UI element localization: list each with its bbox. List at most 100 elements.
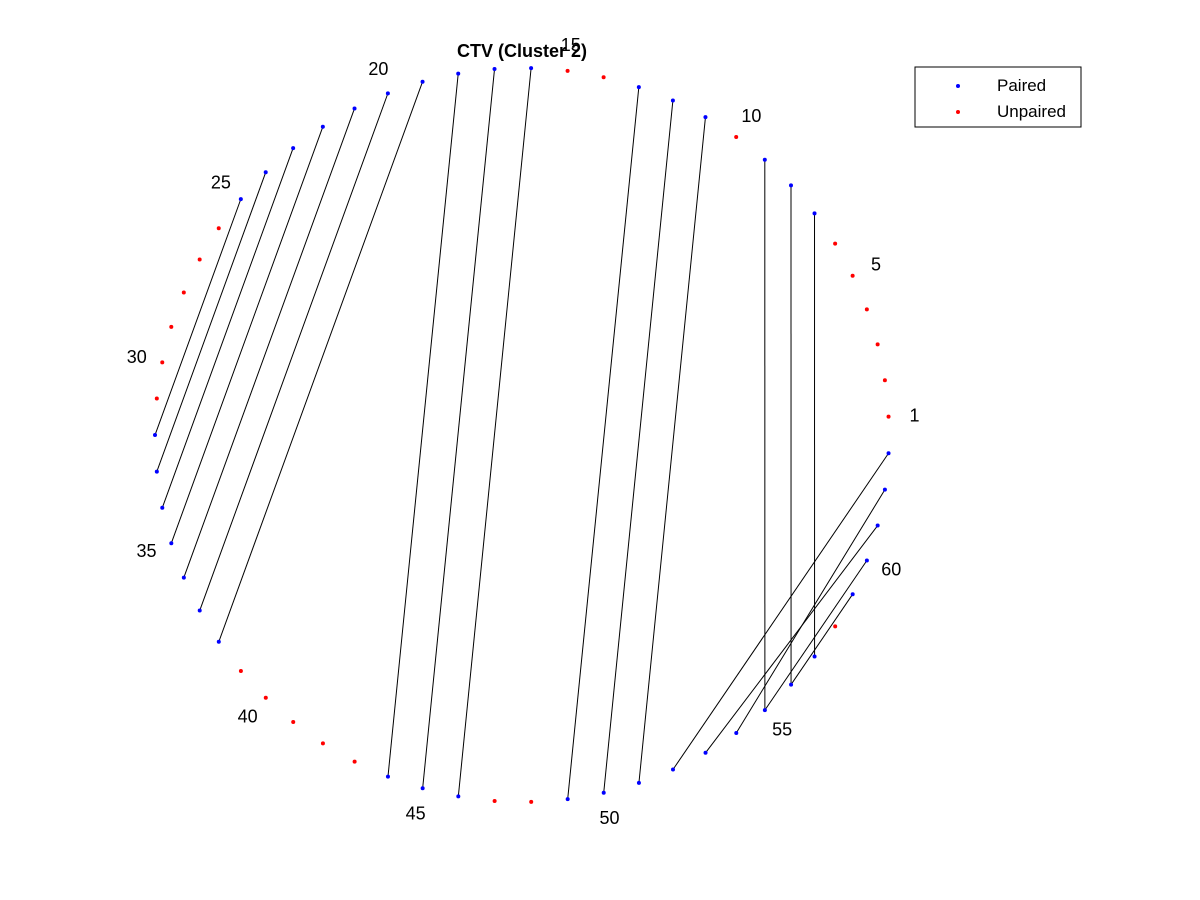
unpaired-node-39 <box>238 668 243 673</box>
pair-link-20-37 <box>199 93 389 611</box>
pair-link-62-54 <box>735 489 886 734</box>
paired-node-45 <box>420 786 425 791</box>
paired-node-32 <box>153 433 157 438</box>
paired-node-44 <box>385 774 390 779</box>
paired-node-24 <box>263 170 268 175</box>
node-label-5: 5 <box>871 254 881 274</box>
paired-node-9 <box>762 157 767 162</box>
pair-link-61-53 <box>705 525 879 754</box>
pair-link-13-49 <box>567 87 640 800</box>
paired-node-55 <box>762 708 767 713</box>
legend-unpaired-label: Unpaired <box>997 102 1066 121</box>
unpaired-node-2 <box>882 378 887 383</box>
node-label-30: 30 <box>127 347 147 367</box>
pair-link-21-36 <box>183 108 355 578</box>
paired-node-54 <box>734 730 739 735</box>
paired-node-12 <box>670 98 675 103</box>
paired-node-17 <box>492 67 497 72</box>
pair-link-25-32 <box>154 198 242 436</box>
paired-node-56 <box>789 682 794 687</box>
paired-node-23 <box>291 146 296 151</box>
paired-node-8 <box>788 183 793 188</box>
node-label-20: 20 <box>368 59 388 79</box>
unpaired-node-48 <box>529 799 534 804</box>
pair-link-59-56 <box>790 593 854 685</box>
node-label-35: 35 <box>136 541 156 561</box>
node-label-45: 45 <box>406 803 426 823</box>
pair-link-24-33 <box>156 172 267 472</box>
paired-node-35 <box>169 541 174 546</box>
pair-links <box>154 68 889 800</box>
paired-node-61 <box>875 523 880 528</box>
node-label-15: 15 <box>561 35 581 55</box>
node-label-1: 1 <box>910 405 920 425</box>
unpaired-node-42 <box>320 741 325 746</box>
unpaired-node-10 <box>734 134 739 139</box>
chart-title: CTV (Cluster 2) <box>457 41 587 61</box>
unpaired-node-14 <box>601 75 606 80</box>
unpaired-node-1 <box>886 414 891 419</box>
paired-node-46 <box>456 794 461 799</box>
unpaired-node-58 <box>833 624 838 629</box>
nodes <box>153 66 891 804</box>
paired-node-34 <box>160 505 165 510</box>
unpaired-node-41 <box>291 719 296 724</box>
paired-node-49 <box>565 797 570 802</box>
legend: Paired Unpaired <box>914 66 1082 128</box>
legend-unpaired-marker <box>956 110 960 114</box>
node-label-50: 50 <box>599 808 619 828</box>
node-label-10: 10 <box>741 106 761 126</box>
pair-link-12-50 <box>603 100 674 793</box>
node-label-40: 40 <box>238 706 258 726</box>
paired-node-53 <box>703 750 708 755</box>
paired-node-37 <box>197 608 202 613</box>
paired-node-51 <box>636 780 641 785</box>
paired-node-33 <box>154 469 159 474</box>
unpaired-node-43 <box>352 759 357 764</box>
unpaired-node-5 <box>850 273 855 278</box>
paired-node-25 <box>238 197 243 202</box>
paired-node-22 <box>320 124 325 129</box>
node-label-60: 60 <box>881 559 901 579</box>
unpaired-node-28 <box>181 290 186 295</box>
paired-node-50 <box>601 790 606 795</box>
pair-link-11-51 <box>638 117 706 783</box>
unpaired-node-6 <box>833 241 838 246</box>
pair-link-60-55 <box>764 560 868 711</box>
pair-link-22-35 <box>170 126 324 544</box>
paired-node-60 <box>864 558 869 563</box>
paired-node-59 <box>850 592 855 597</box>
unpaired-node-29 <box>169 324 174 329</box>
pair-link-17-45 <box>422 68 496 789</box>
paired-node-36 <box>181 575 186 580</box>
unpaired-node-3 <box>875 342 880 347</box>
node-label-25: 25 <box>211 172 231 192</box>
unpaired-node-27 <box>197 257 202 262</box>
paired-node-16 <box>529 66 534 71</box>
node-label-55: 55 <box>772 720 792 740</box>
paired-node-38 <box>216 639 221 644</box>
paired-node-62 <box>882 487 887 492</box>
unpaired-node-31 <box>154 396 159 401</box>
legend-paired-label: Paired <box>997 76 1046 95</box>
paired-node-21 <box>352 106 357 111</box>
paired-node-18 <box>456 71 461 76</box>
pair-link-19-38 <box>218 81 424 642</box>
unpaired-node-4 <box>864 307 869 312</box>
paired-node-57 <box>812 654 817 659</box>
pair-link-23-34 <box>161 147 294 508</box>
legend-box <box>914 66 1082 128</box>
paired-node-13 <box>636 85 641 90</box>
legend-paired-marker <box>956 84 960 88</box>
unpaired-node-40 <box>263 695 268 700</box>
paired-node-7 <box>812 211 817 216</box>
unpaired-node-47 <box>492 798 497 803</box>
pair-link-18-44 <box>387 73 459 777</box>
pair-link-63-52 <box>672 452 889 770</box>
unpaired-node-26 <box>216 226 221 231</box>
paired-node-11 <box>703 115 708 120</box>
paired-node-63 <box>886 451 891 456</box>
paired-node-52 <box>670 767 675 772</box>
